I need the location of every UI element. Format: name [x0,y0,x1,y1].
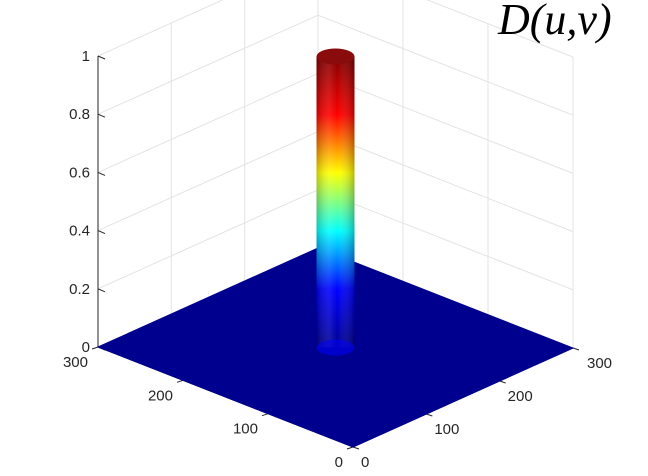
y-tick-mark [91,346,99,350]
z-tick-mark [97,230,106,235]
y-tick-mark [176,379,184,383]
z-tick-label: 0.6 [69,164,90,181]
z-tick-label: 1 [82,48,90,65]
x-tick-mark [499,380,506,384]
grid-line [317,72,574,174]
z-tick-mark [97,55,106,60]
y-tick-label: 0 [335,454,343,471]
z-tick-mark [97,171,106,176]
chart-title: D(u,v) [497,0,612,44]
grid-line [97,72,319,173]
x-tick-label: 200 [508,388,533,405]
y-tick-label: 200 [148,387,173,404]
y-tick-label: 100 [233,421,258,438]
x-tick-label: 0 [361,454,369,471]
z-tick-label: 0.2 [69,281,90,298]
cylinder-shading [316,56,355,348]
x-tick-mark [426,413,433,417]
x-tick-mark [352,446,360,450]
z-tick-label: 0.8 [69,106,90,123]
grid-line [97,189,319,290]
y-tick-label: 300 [63,354,88,371]
grid-line [317,131,574,233]
z-tick-label: 0.4 [69,223,90,240]
x-tick-label: 100 [434,421,459,438]
z-tick-label: 0 [82,339,90,356]
cylinder-top [316,48,355,65]
grid-line [97,0,224,57]
x-tick-mark [572,347,580,351]
surface-mesh [96,48,575,448]
grid-line [97,131,319,232]
grid-line [426,0,574,58]
z-tick-mark [97,288,106,293]
y-tick-mark [346,446,354,450]
cylinder-bottom-rim [316,339,355,356]
y-tick-mark [261,413,269,417]
grid-line [97,14,319,115]
grid-line [317,14,574,116]
z-tick-mark [97,113,106,118]
grid-line [317,189,574,291]
x-tick-label: 300 [587,355,612,372]
